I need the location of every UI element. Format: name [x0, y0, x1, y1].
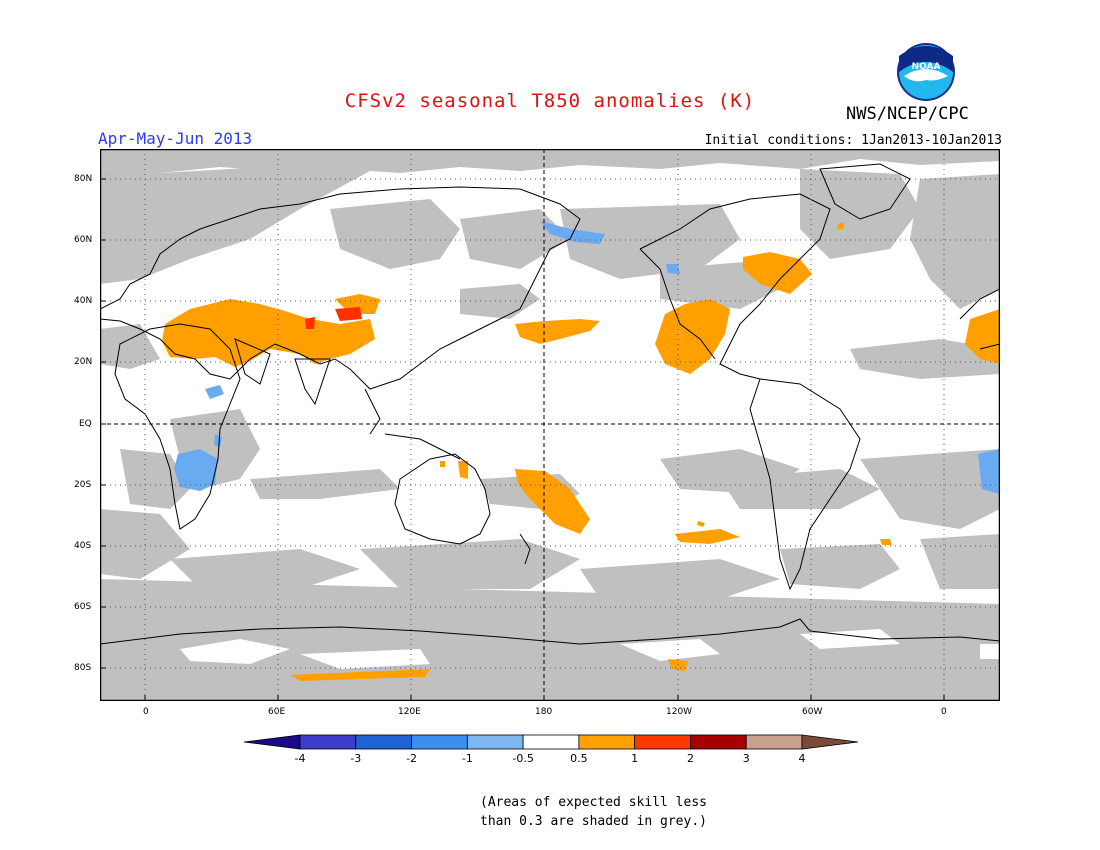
- legend-swatch: [355, 734, 412, 750]
- legend-swatch: [690, 734, 747, 750]
- legend-label: 1: [631, 752, 638, 765]
- lon-label-180: 180: [535, 707, 553, 717]
- color-legend: -4 -3 -2 -1 -0.5 0.5 1 2 3 4: [243, 734, 859, 765]
- cool-anomaly-regions: [174, 221, 1000, 494]
- anomaly-map: [100, 149, 1000, 701]
- equator-dateline: [100, 149, 1000, 701]
- warm-anomaly-regions: [162, 222, 1000, 681]
- skill-note-line-1: (Areas of expected skill less: [480, 795, 707, 810]
- svg-text:NOAA: NOAA: [912, 62, 941, 72]
- legend-swatch: [578, 734, 636, 750]
- lon-label-0-east: 0: [941, 707, 947, 717]
- initial-conditions: Initial conditions: 1Jan2013-10Jan2013: [704, 133, 1002, 148]
- lat-label-80s: 80S: [74, 663, 92, 673]
- legend-arrow-high: [801, 734, 859, 750]
- lon-label-0-west: 0: [143, 707, 149, 717]
- legend-swatch: [299, 734, 357, 750]
- lat-label-20s: 20S: [74, 480, 92, 490]
- lon-label-120w: 120W: [666, 707, 693, 717]
- noaa-logo: NOAA: [896, 42, 956, 102]
- legend-label: 2: [687, 752, 694, 765]
- lat-label-eq: EQ: [79, 419, 92, 429]
- organization-label: NWS/NCEP/CPC: [846, 104, 969, 124]
- lat-label-60s: 60S: [74, 602, 92, 612]
- legend-label: -3: [350, 752, 361, 765]
- skill-holes: [180, 629, 1000, 669]
- map-title: CFSv2 seasonal T850 anomalies (K): [344, 90, 756, 112]
- legend-swatch: [634, 734, 691, 750]
- legend-label: 0.5: [570, 752, 588, 765]
- legend-swatch: [411, 734, 468, 750]
- legend-swatch: [745, 734, 803, 750]
- skill-note: (Areas of expected skill less than 0.3 a…: [480, 793, 707, 831]
- lon-label-60w: 60W: [802, 707, 823, 717]
- lon-label-60e: 60E: [268, 707, 286, 717]
- legend-swatch: [522, 734, 580, 750]
- lat-label-20n: 20N: [74, 357, 93, 367]
- legend-label: 4: [799, 752, 806, 765]
- hot-anomaly-regions: [305, 307, 362, 329]
- graticule: [100, 149, 1000, 701]
- skill-note-line-2: than 0.3 are shaded in grey.): [480, 814, 707, 829]
- legend-label: 3: [743, 752, 750, 765]
- lon-label-120e: 120E: [398, 707, 421, 717]
- lat-label-40s: 40S: [74, 541, 92, 551]
- legend-swatch: [466, 734, 524, 750]
- legend-label: -0.5: [512, 752, 533, 765]
- legend-label: -4: [295, 752, 306, 765]
- lat-label-80n: 80N: [74, 174, 93, 184]
- lat-label-40n: 40N: [74, 296, 93, 306]
- legend-label: -1: [462, 752, 473, 765]
- lat-label-60n: 60N: [74, 235, 93, 245]
- forecast-period: Apr-May-Jun 2013: [98, 129, 253, 148]
- legend-arrow-low: [243, 734, 301, 750]
- legend-label: -2: [406, 752, 417, 765]
